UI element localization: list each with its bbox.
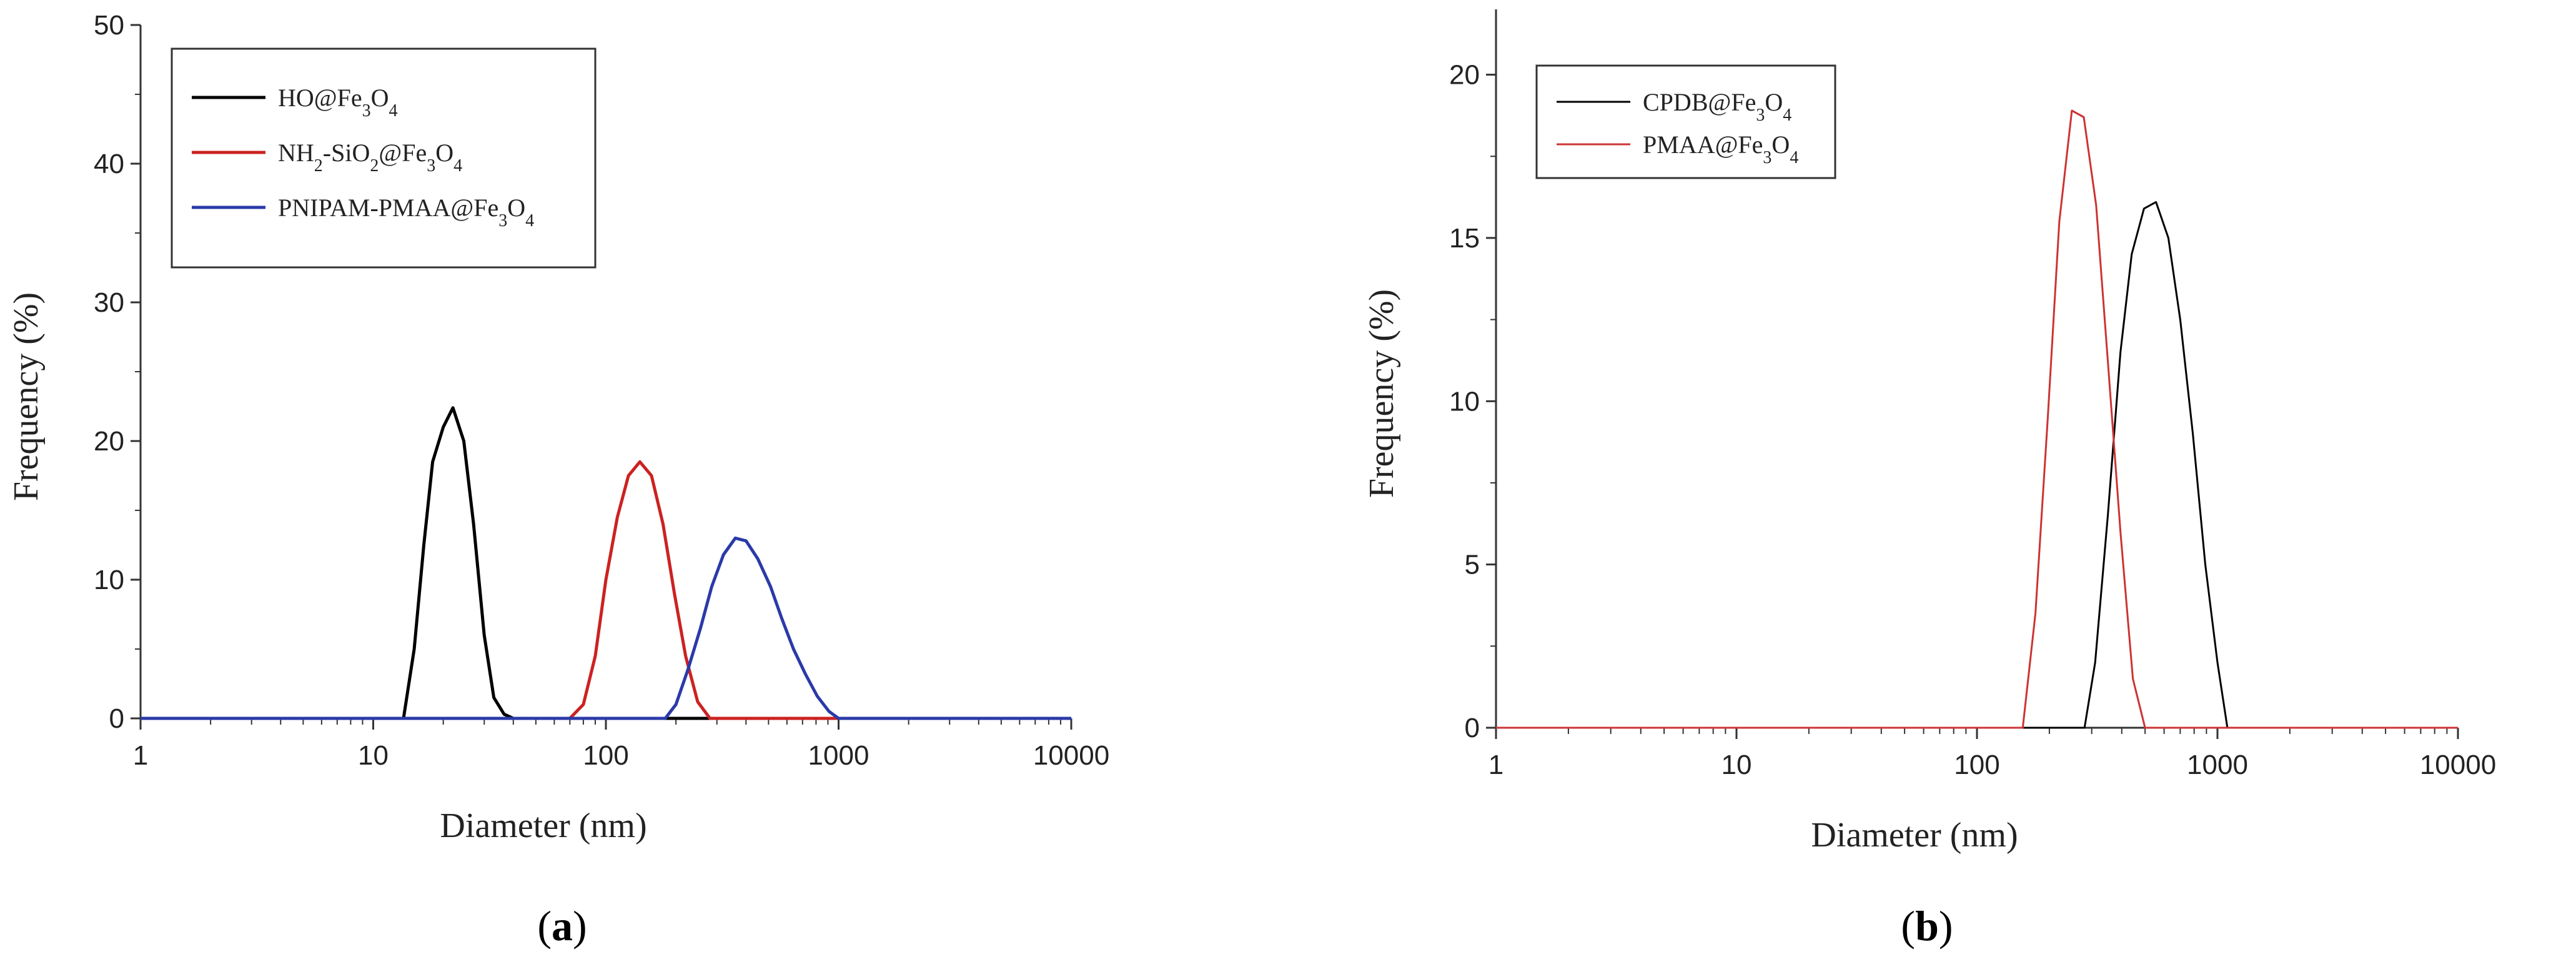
series-line-2 xyxy=(1496,109,2458,729)
legend-text-part: HO@Fe xyxy=(278,84,362,112)
legend-subscript: 4 xyxy=(453,156,462,176)
legend-subscript: 3 xyxy=(498,211,507,231)
legend-label-3: PNIPAM-PMAA@Fe3O4 xyxy=(278,194,534,231)
legend-text-part: O xyxy=(435,139,453,167)
x-tick-label: 10000 xyxy=(1033,740,1109,771)
legend-text-part: @Fe xyxy=(379,139,427,167)
series-line-2 xyxy=(141,460,1071,720)
legend-frame xyxy=(171,47,597,269)
legend-label-2: NH2-SiO2@Fe3O4 xyxy=(278,139,462,176)
legend-text-part: O xyxy=(1771,131,1790,159)
panel-label-letter: a xyxy=(552,902,573,950)
x-tick-label: 10 xyxy=(1721,750,1752,780)
y-tick-label: 5 xyxy=(1465,550,1480,580)
x-tick-label: 10000 xyxy=(2420,750,2496,780)
series-line-1 xyxy=(1496,201,2458,729)
x-axis-title: Diameter (nm) xyxy=(440,806,646,845)
legend-frame xyxy=(1535,64,1836,179)
x-tick-label: 10 xyxy=(358,740,389,771)
legend-subscript: 2 xyxy=(370,156,379,176)
x-tick-label: 100 xyxy=(583,740,628,771)
legend-subscript: 3 xyxy=(362,101,371,121)
legend-text-part: PMAA@Fe xyxy=(1643,131,1763,159)
panel-label: (a) xyxy=(537,902,587,950)
y-tick-label: 50 xyxy=(94,10,124,41)
chart-panel-a: 0 10 20 30 40 50 1 10 100 1000 10000 Diameter (nm) F… xyxy=(7,10,1109,950)
x-tick-label: 1 xyxy=(133,740,148,771)
legend-subscript: 3 xyxy=(1756,106,1765,125)
legend-text-part: NH xyxy=(278,139,314,167)
y-tick-label: 20 xyxy=(94,426,124,457)
legend-label-2: PMAA@Fe3O4 xyxy=(1643,131,1798,167)
legend-subscript: 3 xyxy=(1763,148,1771,167)
legend-subscript: 4 xyxy=(1790,148,1798,167)
x-axis-title: Diameter (nm) xyxy=(1811,816,2018,855)
legend-subscript: 4 xyxy=(389,101,398,121)
x-tick-label: 1000 xyxy=(808,740,869,771)
panel-label-close: ) xyxy=(1939,902,1953,950)
x-tick-label: 1000 xyxy=(2187,750,2248,780)
series-line-3 xyxy=(141,536,1071,720)
y-tick-label: 30 xyxy=(94,287,124,318)
legend-label-1: HO@Fe3O4 xyxy=(278,84,398,121)
legend-subscript: 3 xyxy=(427,156,435,176)
y-tick-label: 0 xyxy=(109,703,124,734)
chart-panel-b: 0 5 10 15 20 1 10 100 1000 10000 Diameter (nm) Freq… xyxy=(1362,9,2496,950)
legend-label-1: CPDB@Fe3O4 xyxy=(1643,88,1791,125)
legend-text-part: -SiO xyxy=(323,139,370,167)
panel-label-open: ( xyxy=(1901,902,1915,950)
panel-label-close: ) xyxy=(573,902,587,950)
y-tick-label: 10 xyxy=(94,565,124,595)
y-tick-label: 0 xyxy=(1465,713,1480,743)
series-line-1 xyxy=(141,406,1071,720)
legend-text-part: PNIPAM-PMAA@Fe xyxy=(278,194,498,222)
y-axis-title: Frequency (%) xyxy=(7,292,46,501)
x-tick-label: 1 xyxy=(1489,750,1503,780)
y-tick-label: 20 xyxy=(1449,60,1480,91)
x-tick-label: 100 xyxy=(1954,750,1999,780)
panel-label-letter: b xyxy=(1915,902,1939,950)
legend-text-part: O xyxy=(371,84,389,112)
y-tick-label: 15 xyxy=(1449,223,1480,254)
legend-subscript: 4 xyxy=(1783,106,1791,125)
legend-subscript: 2 xyxy=(314,156,323,176)
y-tick-label: 10 xyxy=(1449,386,1480,417)
panel-label-open: ( xyxy=(537,902,552,950)
legend-text-part: O xyxy=(1765,88,1783,116)
y-axis-title: Frequency (%) xyxy=(1362,289,1401,498)
legend-text-part: CPDB@Fe xyxy=(1643,88,1756,116)
legend-subscript: 4 xyxy=(525,211,534,231)
panel-label: (b) xyxy=(1901,902,1953,950)
legend-text-part: O xyxy=(507,194,525,222)
y-tick-label: 40 xyxy=(94,149,124,179)
